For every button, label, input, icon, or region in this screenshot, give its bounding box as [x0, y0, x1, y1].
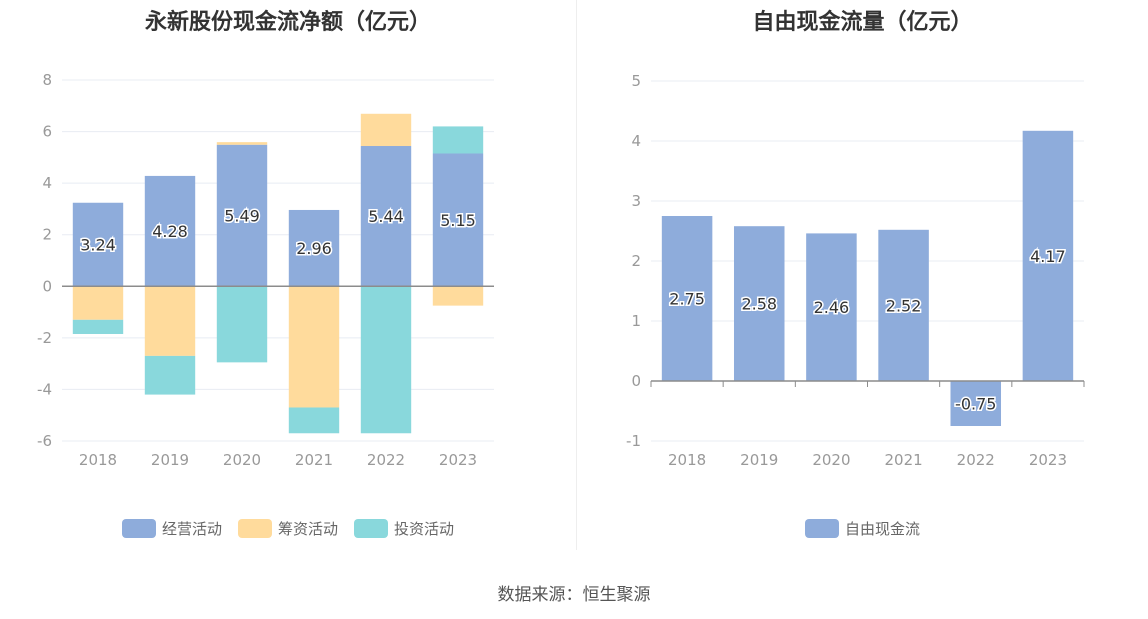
legend-item[interactable]: 经营活动 — [121, 518, 222, 539]
bar — [144, 355, 196, 395]
y-tick-label: 3 — [631, 192, 641, 210]
bar — [216, 286, 268, 363]
y-tick-label: -6 — [37, 432, 52, 450]
legend-label: 投资活动 — [394, 520, 455, 538]
legend-label: 自由现金流 — [844, 520, 920, 538]
legend-item[interactable]: 投资活动 — [354, 518, 454, 539]
legend-label: 筹资活动 — [277, 520, 338, 538]
bar — [72, 319, 124, 334]
y-tick-label: 2 — [631, 252, 641, 270]
data-label: 5.44 — [368, 207, 404, 226]
bar — [288, 286, 340, 408]
x-tick-label: 2023 — [439, 451, 477, 469]
y-tick-label: -2 — [37, 329, 52, 347]
y-tick-label: 5 — [631, 72, 641, 90]
panel-divider — [576, 0, 577, 550]
bar — [1022, 130, 1074, 381]
data-label: 5.15 — [440, 211, 476, 230]
cash-flow-chart: -6 -4 -2 0 2 4 6 8 2018 2019 2020 2021 2022 2023 3.24 4… — [37, 71, 494, 469]
x-tick-label: 2023 — [1029, 451, 1067, 469]
data-label: 2.52 — [886, 296, 922, 315]
chart-title: 自由现金流量（亿元） — [752, 10, 973, 35]
y-tick-label: 0 — [42, 277, 52, 295]
bar — [950, 381, 1002, 426]
bar — [72, 202, 124, 287]
bar — [216, 142, 268, 145]
bar — [288, 209, 340, 287]
x-tick-label: 2020 — [223, 451, 261, 469]
bar — [72, 286, 124, 320]
data-label: 2.75 — [669, 290, 705, 309]
bar — [806, 233, 857, 381]
bar — [144, 175, 196, 287]
legend-swatch — [237, 519, 272, 538]
x-tick-label: 2022 — [957, 451, 995, 469]
bar — [661, 216, 713, 381]
x-tick-label: 2018 — [668, 451, 706, 469]
bar — [432, 153, 484, 287]
chart-panel-cash-flow: 永新股份现金流净额（亿元） -6 -4 -2 0 2 4 6 8 2018 2019 2020 202… — [0, 0, 576, 560]
data-label: 2.46 — [814, 298, 850, 317]
chart-legend: 自由现金流 — [577, 518, 1148, 542]
x-tick-label: 2018 — [79, 451, 117, 469]
bar — [288, 407, 340, 434]
legend-swatch — [354, 519, 388, 538]
chart-title: 永新股份现金流净额（亿元） — [144, 10, 431, 35]
y-tick-label: -4 — [37, 380, 52, 398]
legend-item[interactable]: 筹资活动 — [237, 518, 338, 539]
legend-swatch — [804, 519, 839, 538]
y-tick-label: 0 — [631, 372, 641, 390]
bar — [432, 126, 484, 154]
x-tick-label: 2020 — [812, 451, 850, 469]
bar — [360, 113, 412, 147]
data-source: 数据来源：恒生聚源 — [497, 585, 651, 605]
y-tick-label: 6 — [42, 123, 52, 141]
y-tick-label: 2 — [42, 226, 52, 244]
y-tick-label: 4 — [42, 174, 52, 192]
x-tick-label: 2019 — [740, 451, 778, 469]
bar — [144, 286, 196, 356]
chart-legend: 经营活动 筹资活动 投资活动 — [0, 518, 576, 542]
bar — [878, 229, 929, 381]
chart-panel-free-cash-flow: 自由现金流量（亿元） -1 0 1 2 3 4 5 2018 2019 2020 2021 2022 2… — [577, 0, 1148, 560]
y-tick-label: 8 — [42, 71, 52, 89]
legend-item[interactable]: 自由现金流 — [804, 518, 920, 539]
y-tick-label: 4 — [631, 132, 641, 150]
data-label: 4.17 — [1030, 247, 1066, 266]
data-label: 3.24 — [80, 236, 116, 255]
bar — [733, 226, 785, 381]
y-tick-label: -1 — [626, 432, 641, 450]
bar — [432, 286, 484, 306]
legend-swatch — [121, 519, 156, 538]
data-label: -0.75 — [955, 395, 996, 414]
x-tick-label: 2021 — [295, 451, 333, 469]
data-label: 2.96 — [296, 239, 332, 258]
data-label: 4.28 — [152, 222, 188, 241]
x-tick-label: 2019 — [151, 451, 189, 469]
data-label: 5.49 — [224, 207, 260, 226]
bar — [216, 144, 268, 287]
bar — [360, 146, 412, 287]
free-cash-flow-chart: -1 0 1 2 3 4 5 2018 2019 2020 2021 2022 2023 2.75 2.58… — [626, 72, 1085, 469]
bar — [360, 286, 412, 434]
x-tick-label: 2021 — [884, 451, 922, 469]
x-tick-label: 2022 — [367, 451, 405, 469]
legend-label: 经营活动 — [161, 520, 222, 538]
y-tick-label: 1 — [631, 312, 641, 330]
data-label: 2.58 — [741, 295, 777, 314]
